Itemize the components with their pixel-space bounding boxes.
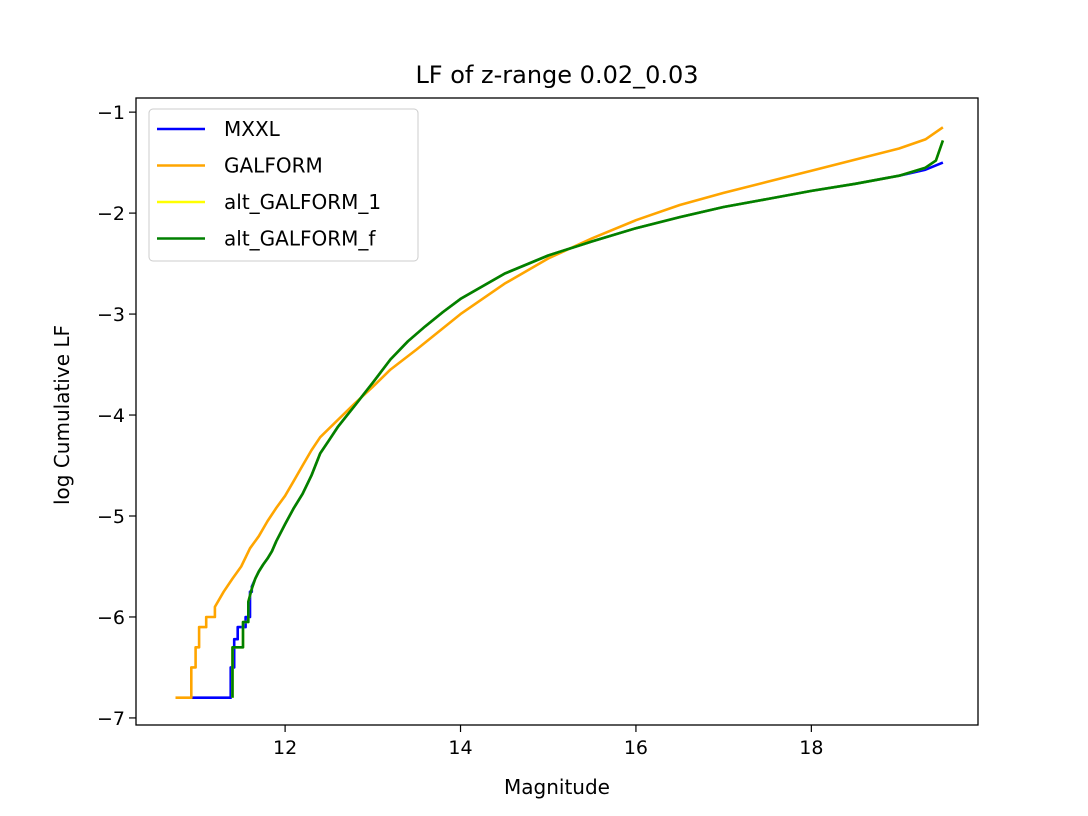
y-tick-label: −7 — [97, 708, 125, 730]
series-layer — [175, 126, 945, 700]
y-tick-label: −3 — [97, 304, 125, 326]
legend-label: GALFORM — [224, 154, 323, 178]
x-tick-label: 14 — [448, 737, 472, 759]
y-tick-label: −1 — [97, 102, 125, 124]
y-tick-label: −6 — [97, 607, 125, 629]
y-tick-label: −5 — [97, 506, 125, 528]
x-tick-label: 16 — [624, 737, 648, 759]
legend-label: alt_GALFORM_1 — [224, 190, 381, 214]
x-tick-label: 12 — [273, 737, 297, 759]
ticks-layer: 12 14 16 18 −7 −6 −5 −4 −3 −2 −1 — [97, 102, 823, 759]
plot-area-frame — [135, 97, 979, 726]
legend: MXXL GALFORM alt_GALFORM_1 alt_GALFORM_f — [148, 108, 419, 262]
y-tick-label: −4 — [97, 405, 125, 427]
legend-label: MXXL — [224, 117, 281, 141]
x-tick-label: 18 — [799, 737, 823, 759]
chart-title: LF of z-range 0.02_0.03 — [415, 61, 698, 89]
series-line-galform — [175, 126, 944, 700]
legend-label: alt_GALFORM_f — [224, 227, 376, 251]
series-line-alt-galform-f — [231, 139, 945, 698]
legend-box — [148, 108, 419, 262]
y-axis-label: log Cumulative LF — [50, 325, 74, 505]
x-axis-label: Magnitude — [504, 775, 610, 799]
y-tick-label: −2 — [97, 203, 125, 225]
